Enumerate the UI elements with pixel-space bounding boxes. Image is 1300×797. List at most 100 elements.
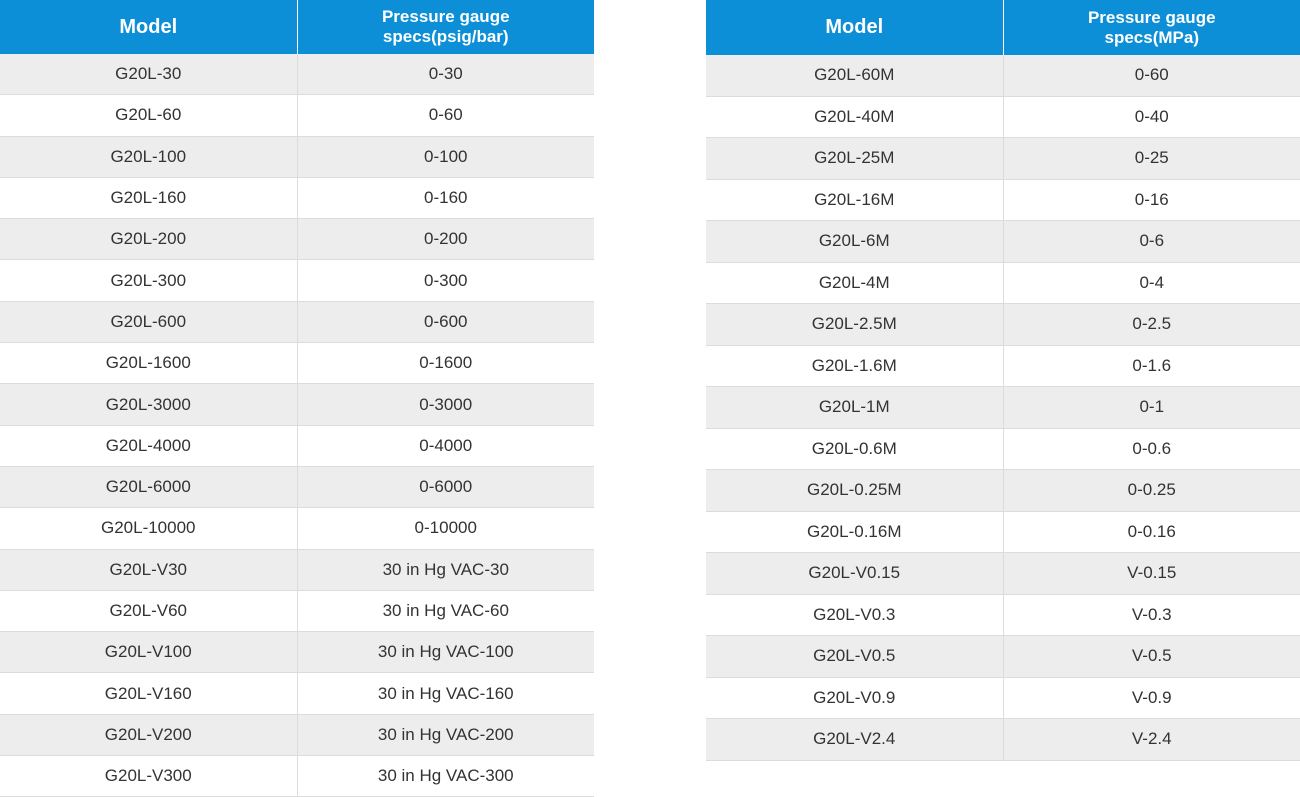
model-cell: G20L-4000 <box>0 425 297 467</box>
model-cell: G20L-V30 <box>0 549 297 591</box>
model-cell: G20L-6000 <box>0 466 297 509</box>
table-row: G20L-V200 30 in Hg VAC-200 <box>0 714 594 757</box>
spec-cell: 0-1600 <box>296 342 594 385</box>
model-cell: G20L-30 <box>0 54 297 96</box>
spec-cell: 0-60 <box>296 94 594 137</box>
model-cell: G20L-1600 <box>0 342 297 385</box>
model-cell: G20L-60M <box>706 55 1003 97</box>
model-cell: G20L-0.6M <box>706 428 1003 470</box>
spec-cell: 30 in Hg VAC-100 <box>296 631 594 674</box>
spec-cell: 0-4000 <box>296 425 594 467</box>
spec-cell: 0-3000 <box>296 383 594 426</box>
table-row: G20L-4M 0-4 <box>706 262 1300 304</box>
model-cell: G20L-1M <box>706 386 1003 429</box>
model-column-header: Model <box>0 0 297 54</box>
table-row: G20L-V2.4 V-2.4 <box>706 718 1300 761</box>
spec-header-line1: Pressure gauge <box>381 7 510 26</box>
model-cell: G20L-0.25M <box>706 469 1003 512</box>
spec-cell: 0-1.6 <box>1002 345 1300 387</box>
spec-cell: 30 in Hg VAC-160 <box>296 672 594 715</box>
model-cell: G20L-100 <box>0 136 297 178</box>
spec-cell: 0-30 <box>296 54 594 96</box>
mpa-spec-table: Model Pressure gauge specs(MPa) G20L-60M 0… <box>706 0 1300 761</box>
table-row: G20L-2.5M 0-2.5 <box>706 303 1300 346</box>
table-body: G20L-30 0-30 G20L-60 0-60 G20L-100 0-100 G20L-… <box>0 54 594 797</box>
table-row: G20L-V30 30 in Hg VAC-30 <box>0 549 594 591</box>
table-row: G20L-3000 0-3000 <box>0 383 594 426</box>
table-row: G20L-25M 0-25 <box>706 137 1300 180</box>
table-row: G20L-16M 0-16 <box>706 179 1300 221</box>
model-cell: G20L-600 <box>0 301 297 344</box>
table-row: G20L-V0.3 V-0.3 <box>706 594 1300 636</box>
model-cell: G20L-10000 <box>0 507 297 550</box>
model-cell: G20L-25M <box>706 137 1003 180</box>
psig-bar-spec-table: Model Pressure gauge specs(psig/bar) G20L… <box>0 0 594 797</box>
model-cell: G20L-V300 <box>0 755 297 797</box>
spec-cell: 0-2.5 <box>1002 303 1300 346</box>
table-row: G20L-1M 0-1 <box>706 386 1300 429</box>
spec-cell: 30 in Hg VAC-200 <box>296 714 594 757</box>
spec-cell: 30 in Hg VAC-300 <box>296 755 594 797</box>
spec-cell: 0-600 <box>296 301 594 344</box>
model-cell: G20L-1.6M <box>706 345 1003 387</box>
table-row: G20L-V100 30 in Hg VAC-100 <box>0 631 594 674</box>
spec-cell: 30 in Hg VAC-30 <box>296 549 594 591</box>
table-row: G20L-0.6M 0-0.6 <box>706 428 1300 470</box>
table-row: G20L-6000 0-6000 <box>0 466 594 509</box>
table-row: G20L-V60 30 in Hg VAC-60 <box>0 590 594 633</box>
spec-cell: 0-10000 <box>296 507 594 550</box>
spec-cell: V-0.9 <box>1002 677 1300 719</box>
model-cell: G20L-V2.4 <box>706 718 1003 761</box>
spec-column-header: Pressure gauge specs(MPa) <box>1002 0 1300 55</box>
spec-cell: 0-0.25 <box>1002 469 1300 512</box>
spec-cell: 0-60 <box>1002 55 1300 97</box>
model-cell: G20L-3000 <box>0 383 297 426</box>
spec-cell: V-0.3 <box>1002 594 1300 636</box>
model-cell: G20L-16M <box>706 179 1003 221</box>
spec-header-line1: Pressure gauge <box>1087 7 1216 27</box>
table-header-row: Model Pressure gauge specs(MPa) <box>706 0 1300 55</box>
table-row: G20L-160 0-160 <box>0 177 594 220</box>
model-cell: G20L-2.5M <box>706 303 1003 346</box>
table-row: G20L-V0.15 V-0.15 <box>706 552 1300 595</box>
table-row: G20L-300 0-300 <box>0 259 594 302</box>
table-row: G20L-0.16M 0-0.16 <box>706 511 1300 553</box>
spec-cell: 0-25 <box>1002 137 1300 180</box>
model-cell: G20L-60 <box>0 94 297 137</box>
spec-cell: 0-200 <box>296 218 594 261</box>
spec-cell: 0-300 <box>296 259 594 302</box>
table-row: G20L-V0.9 V-0.9 <box>706 677 1300 719</box>
spec-cell: 0-0.16 <box>1002 511 1300 553</box>
table-row: G20L-200 0-200 <box>0 218 594 261</box>
spec-header-line2: specs(psig/bar) <box>382 27 509 46</box>
model-cell: G20L-4M <box>706 262 1003 304</box>
model-cell: G20L-40M <box>706 96 1003 138</box>
spec-header-line2: specs(MPa) <box>1104 27 1199 47</box>
model-cell: G20L-V0.9 <box>706 677 1003 719</box>
table-row: G20L-4000 0-4000 <box>0 425 594 467</box>
model-cell: G20L-V100 <box>0 631 297 674</box>
spec-cell: 0-1 <box>1002 386 1300 429</box>
table-row: G20L-0.25M 0-0.25 <box>706 469 1300 512</box>
model-cell: G20L-160 <box>0 177 297 220</box>
model-cell: G20L-V160 <box>0 672 297 715</box>
table-row: G20L-600 0-600 <box>0 301 594 344</box>
table-row: G20L-V0.5 V-0.5 <box>706 635 1300 678</box>
spec-cell: V-0.5 <box>1002 635 1300 678</box>
table-row: G20L-60M 0-60 <box>706 55 1300 97</box>
model-cell: G20L-300 <box>0 259 297 302</box>
spec-cell: V-0.15 <box>1002 552 1300 595</box>
table-row: G20L-6M 0-6 <box>706 220 1300 263</box>
spec-cell: 0-0.6 <box>1002 428 1300 470</box>
table-row: G20L-10000 0-10000 <box>0 507 594 550</box>
table-row: G20L-30 0-30 <box>0 54 594 96</box>
table-row: G20L-1600 0-1600 <box>0 342 594 385</box>
model-cell: G20L-6M <box>706 220 1003 263</box>
spec-cell: V-2.4 <box>1002 718 1300 761</box>
spec-cell: 0-4 <box>1002 262 1300 304</box>
spec-cell: 0-6 <box>1002 220 1300 263</box>
table-header-row: Model Pressure gauge specs(psig/bar) <box>0 0 594 54</box>
spec-cell: 0-40 <box>1002 96 1300 138</box>
model-column-header: Model <box>706 0 1003 55</box>
model-cell: G20L-0.16M <box>706 511 1003 553</box>
